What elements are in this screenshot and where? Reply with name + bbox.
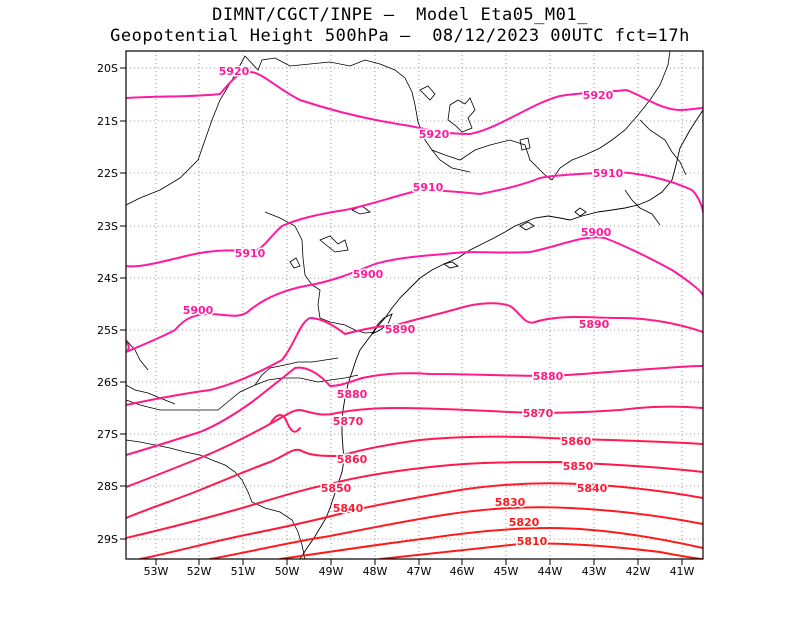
lon-label-51w: 51W: [231, 565, 256, 578]
contour-5870: [126, 405, 703, 488]
lon-label-44w: 44W: [538, 565, 563, 578]
contour-label-5840: 5840: [333, 502, 364, 515]
contour-label-5900: 5900: [353, 268, 384, 281]
latitude-labels: 20S 21S 22S 23S 24S 25S 26S 27S 28S 29S: [97, 62, 118, 546]
contour-label-5860: 5860: [337, 453, 368, 466]
contour-label-5850: 5850: [563, 460, 594, 473]
lon-label-41w: 41W: [670, 565, 695, 578]
contour-5810: [379, 542, 703, 559]
lon-label-43w: 43W: [582, 565, 607, 578]
longitude-labels: 53W 52W 51W 50W 49W 48W 47W 46W 45W 44W …: [144, 565, 695, 578]
contour-label-5890: 5890: [385, 323, 416, 336]
coastline: [299, 109, 703, 559]
lon-label-52w: 52W: [187, 565, 212, 578]
lat-label-29s: 29S: [97, 533, 118, 546]
lon-label-42w: 42W: [626, 565, 651, 578]
contour-label-5820: 5820: [509, 516, 540, 529]
reservoirs: [289, 85, 531, 269]
contour-label-5920: 5920: [219, 65, 250, 78]
contour-5870-bump: [269, 414, 301, 433]
contour-label-5900: 5900: [581, 226, 612, 239]
contour-label-5860: 5860: [561, 435, 592, 448]
contour-label-5890: 5890: [579, 318, 610, 331]
lon-label-48w: 48W: [363, 565, 388, 578]
contour-label-5900: 5900: [183, 304, 214, 317]
lon-label-50w: 50W: [275, 565, 300, 578]
lat-label-28s: 28S: [97, 480, 118, 493]
contour-label-5810: 5810: [517, 535, 548, 548]
contour-label-5880: 5880: [533, 370, 564, 383]
lat-label-24s: 24S: [97, 272, 118, 285]
contour-label-5870: 5870: [333, 415, 364, 428]
contour-5820: [279, 526, 703, 559]
lat-label-27s: 27S: [97, 428, 118, 441]
contour-label-5910: 5910: [593, 167, 624, 180]
lat-label-22s: 22S: [97, 167, 118, 180]
contour-label-5910: 5910: [235, 247, 266, 260]
contour-5920-west: [126, 70, 703, 136]
lon-label-49w: 49W: [319, 565, 344, 578]
contour-label-5830: 5830: [495, 496, 526, 509]
contour-label-5840: 5840: [577, 482, 608, 495]
contour-label-5850: 5850: [321, 482, 352, 495]
state-borders: [126, 51, 687, 559]
contour-label-5920: 5920: [583, 89, 614, 102]
lat-label-23s: 23S: [97, 220, 118, 233]
axis-ticks: [120, 67, 683, 565]
lat-label-21s: 21S: [97, 115, 118, 128]
contours: [126, 70, 703, 559]
contour-5850: [126, 460, 703, 539]
contour-5900: [126, 236, 703, 353]
contour-label-5880: 5880: [337, 388, 368, 401]
lat-label-20s: 20S: [97, 62, 118, 75]
contour-5830: [209, 506, 703, 559]
contour-label-5870: 5870: [523, 407, 554, 420]
contour-label-5920: 5920: [419, 128, 450, 141]
lon-label-45w: 45W: [494, 565, 519, 578]
lat-label-26s: 26S: [97, 376, 118, 389]
lon-label-47w: 47W: [407, 565, 432, 578]
contour-5890: [126, 302, 703, 406]
contour-5910: [126, 170, 703, 268]
lon-label-46w: 46W: [450, 565, 475, 578]
lat-label-25s: 25S: [97, 324, 118, 337]
chart-title-line1: DIMNT/CGCT/INPE – Model Eta05_M01_: [212, 5, 588, 25]
lon-label-53w: 53W: [144, 565, 169, 578]
contour-label-5910: 5910: [413, 181, 444, 194]
contour-5880: [126, 365, 703, 456]
contour-5860: [126, 435, 703, 519]
contour-5840: [139, 482, 703, 559]
contour-labels: 5920 5920 5920 5910 5910 5910 5900 5900 …: [181, 64, 625, 550]
chart-title-line2: Geopotential Height 500hPa – 08/12/2023 …: [110, 26, 690, 46]
map-frame: [125, 50, 704, 560]
